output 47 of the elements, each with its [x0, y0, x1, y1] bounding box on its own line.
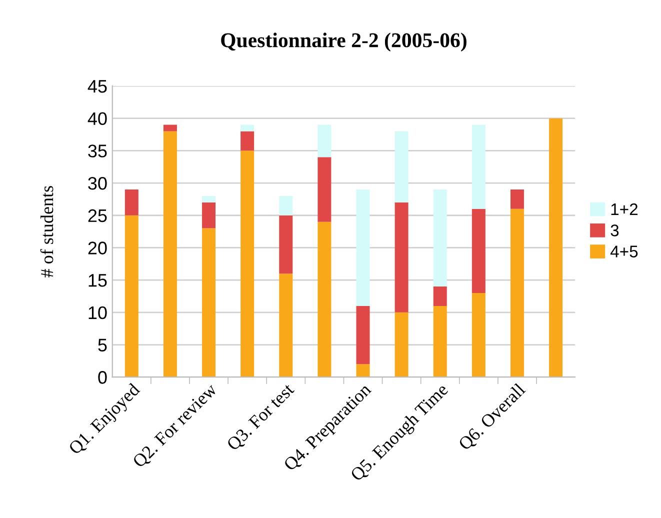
bar	[433, 286, 447, 306]
bar	[433, 306, 447, 378]
bar	[124, 215, 138, 378]
y-tick-label: 35	[88, 144, 107, 158]
bar	[394, 202, 408, 312]
y-tick-label: 30	[88, 176, 107, 190]
bar	[510, 189, 524, 209]
bar	[356, 364, 370, 378]
y-tick-label: 5	[98, 338, 107, 352]
y-tick-label: 10	[88, 306, 107, 320]
bar	[124, 189, 138, 216]
bar	[318, 222, 332, 378]
legend-label: 1+2	[611, 203, 638, 216]
bar	[318, 157, 332, 222]
x-tick-label: Q3. For test	[226, 382, 297, 454]
bar	[394, 312, 408, 378]
y-tick-label: 20	[88, 242, 107, 254]
bar	[163, 131, 177, 378]
bar	[318, 124, 332, 158]
bar	[202, 228, 216, 378]
y-tick-label: 45	[88, 80, 107, 93]
y-tick-label: 0	[98, 371, 107, 384]
bar	[472, 124, 486, 209]
bar	[240, 150, 254, 378]
bar	[202, 202, 216, 228]
bar	[394, 131, 408, 202]
bar	[472, 208, 486, 294]
y-tick-label: 25	[88, 209, 107, 222]
bar	[472, 293, 486, 378]
bar	[356, 306, 370, 364]
bar	[356, 189, 370, 306]
bar	[202, 196, 216, 202]
legend-label: 4+5	[610, 246, 638, 258]
bar	[240, 131, 254, 151]
y-tick-label: 40	[88, 112, 107, 126]
chart-title: Questionnaire 2-2 (2005-06)	[221, 32, 466, 52]
bar	[279, 196, 293, 216]
legend-label: 3	[610, 224, 619, 236]
bar	[549, 118, 563, 378]
y-axis-title: # of students	[40, 186, 54, 278]
bar	[510, 208, 524, 378]
bar	[240, 124, 254, 132]
bar	[163, 124, 177, 132]
y-tick-label: 15	[88, 274, 107, 287]
bar	[433, 189, 447, 287]
bar	[279, 274, 293, 378]
bar	[279, 215, 293, 274]
